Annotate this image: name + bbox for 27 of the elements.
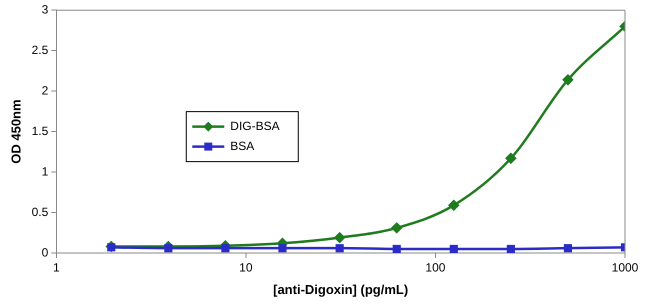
point [221, 244, 230, 252]
y-tick-label: 2 [42, 83, 49, 98]
point [391, 222, 402, 234]
point [278, 244, 287, 252]
x-axis-title: [anti-Digoxin] (pg/mL) [273, 282, 408, 297]
point [392, 244, 401, 253]
x-tick-label: 10 [239, 260, 253, 275]
point [448, 200, 460, 210]
point [506, 153, 516, 164]
point [562, 74, 574, 86]
y-tick-label: 0.5 [32, 204, 49, 219]
y-tick-label: 2.5 [32, 42, 49, 57]
y-tick-label: 0 [42, 245, 49, 260]
point [450, 244, 458, 253]
x-tick-label: 100 [425, 260, 446, 275]
x-tick-label: 1000 [612, 260, 639, 275]
y-tick-label: 1.5 [32, 124, 49, 138]
legend-label: DIG-BSA [230, 118, 280, 133]
point [334, 232, 345, 243]
point [564, 244, 572, 252]
legend-label: BSA [230, 138, 254, 153]
y-tick-label: 3 [42, 2, 49, 17]
x-tick-label: 1 [52, 260, 60, 275]
point [506, 244, 515, 253]
point [336, 244, 344, 252]
y-axis-title: OD 450nm [8, 99, 24, 164]
y-tick-label: 1 [42, 164, 49, 178]
